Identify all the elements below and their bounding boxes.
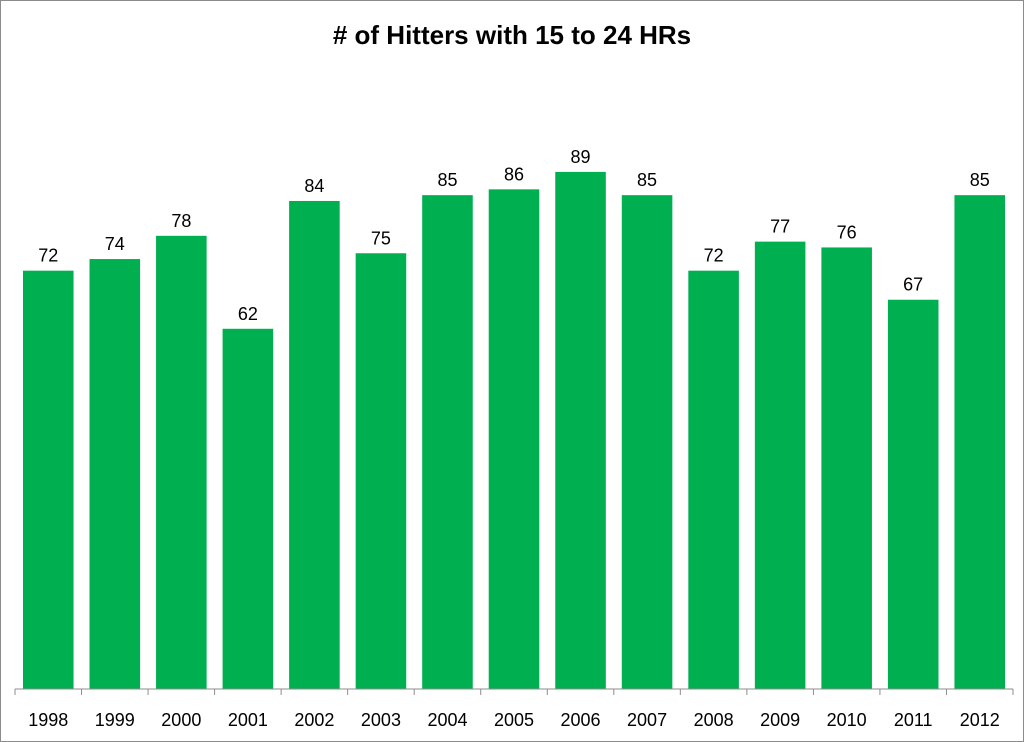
bar-1999 xyxy=(89,259,141,689)
x-tick-label-2012: 2012 xyxy=(960,710,1000,730)
bar-2002 xyxy=(289,200,340,689)
bar-2011 xyxy=(887,299,939,689)
bar-1998 xyxy=(22,270,74,689)
data-label-2007: 85 xyxy=(637,170,657,190)
data-label-1999: 74 xyxy=(105,234,125,254)
x-tick-label-2008: 2008 xyxy=(694,710,734,730)
data-label-2000: 78 xyxy=(171,211,191,231)
data-label-1998: 72 xyxy=(38,246,58,266)
bar-2012 xyxy=(954,195,1006,689)
x-tick-label-2004: 2004 xyxy=(427,710,467,730)
bar-2009 xyxy=(754,241,806,689)
x-tick-label-1999: 1999 xyxy=(95,710,135,730)
x-tick-label-2003: 2003 xyxy=(361,710,401,730)
data-label-2011: 67 xyxy=(903,275,923,295)
data-label-2010: 76 xyxy=(837,222,857,242)
data-label-2005: 86 xyxy=(504,164,524,184)
x-tick-label-2011: 2011 xyxy=(894,710,933,730)
bar-2007 xyxy=(621,195,673,689)
data-label-2003: 75 xyxy=(371,228,391,248)
data-label-2008: 72 xyxy=(704,246,724,266)
bar-2003 xyxy=(355,253,407,689)
bar-2005 xyxy=(488,189,540,689)
bar-2004 xyxy=(422,195,473,689)
chart-title: # of Hitters with 15 to 24 HRs xyxy=(333,20,691,50)
x-ticks-layer xyxy=(14,689,1014,695)
data-label-2004: 85 xyxy=(437,170,457,190)
x-tick-label-1998: 1998 xyxy=(28,710,68,730)
data-labels-layer: 72 74 78 62 84 75 85 86 89 85 72 77 76 67 85 xyxy=(38,147,989,324)
bar-2008 xyxy=(688,270,739,689)
x-tick-label-2010: 2010 xyxy=(827,710,867,730)
x-tick-label-2009: 2009 xyxy=(760,710,800,730)
x-tick-label-2001: 2001 xyxy=(228,710,268,730)
x-tick-label-2000: 2000 xyxy=(161,710,201,730)
x-tick-label-2007: 2007 xyxy=(627,710,667,730)
data-label-2001: 62 xyxy=(238,304,258,324)
bar-2010 xyxy=(821,247,872,689)
data-label-2009: 77 xyxy=(770,217,790,237)
data-label-2002: 84 xyxy=(304,176,324,196)
x-tick-label-2002: 2002 xyxy=(294,710,334,730)
bar-2000 xyxy=(156,235,207,689)
data-label-2012: 85 xyxy=(970,170,990,190)
x-tick-label-2006: 2006 xyxy=(561,710,601,730)
data-label-2006: 89 xyxy=(571,147,591,167)
x-tick-labels-layer: 1998 1999 2000 2001 2002 2003 2004 2005 2006 2007… xyxy=(28,710,1000,730)
x-tick-label-2005: 2005 xyxy=(494,710,534,730)
bar-2001 xyxy=(222,328,274,689)
bars-layer xyxy=(22,171,1006,689)
bar-2006 xyxy=(555,171,606,689)
